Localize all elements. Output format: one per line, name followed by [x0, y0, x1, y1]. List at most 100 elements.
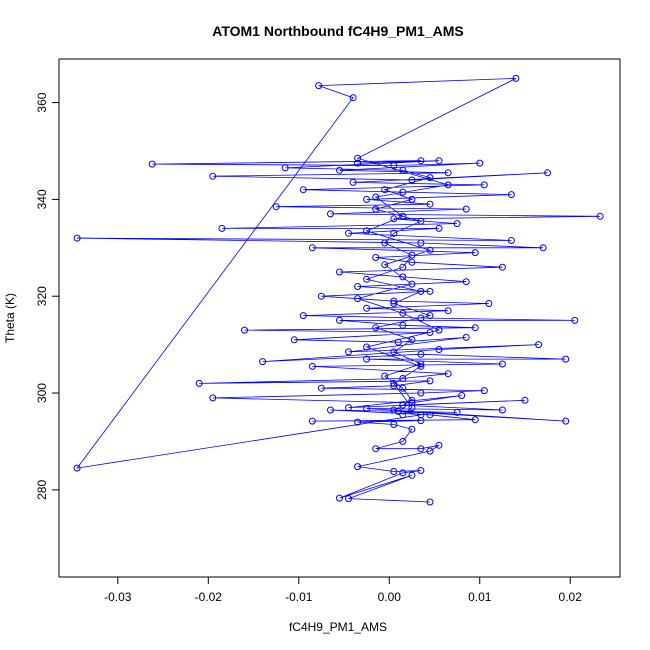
x-tick-label-5: 0.02 [559, 590, 583, 604]
data-point-71 [408, 258, 416, 266]
data-point-115 [408, 251, 416, 259]
data-point-117 [363, 275, 371, 283]
data-point-84 [596, 212, 604, 220]
data-point-36 [426, 377, 434, 385]
data-point-98 [444, 169, 452, 177]
data-point-57 [571, 316, 579, 324]
data-point-49 [462, 333, 470, 341]
y-axis-label: Theta (K) [3, 293, 17, 343]
data-point-4 [399, 469, 407, 477]
data-point-107 [399, 166, 407, 174]
data-point-92 [299, 186, 307, 194]
data-point-100 [476, 159, 484, 167]
data-point-111 [372, 205, 380, 213]
data-point-10 [417, 445, 425, 453]
data-point-15 [354, 418, 362, 426]
data-point-88 [426, 200, 434, 208]
data-point-25 [498, 406, 506, 414]
data-point-148 [408, 404, 416, 412]
data-point-44 [417, 350, 425, 358]
data-point-74 [308, 244, 316, 252]
data-point-11 [372, 445, 380, 453]
data-point-14 [390, 421, 398, 428]
y-axis: 280 300 320 340 360 [35, 92, 59, 500]
data-point-110 [408, 195, 416, 203]
data-point-112 [417, 217, 425, 225]
data-point-141 [408, 280, 416, 288]
data-point-114 [381, 239, 389, 247]
data-point-144 [435, 326, 443, 334]
x-tick-label-0: -0.03 [104, 590, 132, 604]
data-point-19 [426, 411, 434, 419]
data-point-121 [372, 324, 380, 332]
data-point-13 [408, 425, 416, 433]
data-point-50 [394, 338, 402, 346]
data-point-42 [363, 355, 371, 363]
data-point-65 [426, 287, 434, 295]
data-point-104 [354, 159, 362, 167]
data-point-139 [426, 246, 434, 254]
data-point-31 [209, 394, 217, 402]
data-point-33 [480, 387, 488, 395]
data-point-2 [408, 471, 416, 479]
data-point-140 [381, 261, 389, 269]
data-point-3 [336, 494, 343, 502]
data-point-67 [462, 278, 470, 286]
data-point-41 [498, 360, 506, 368]
data-point-51 [290, 336, 298, 344]
data-point-70 [498, 263, 506, 271]
data-point-136 [372, 193, 380, 201]
data-point-113 [390, 229, 398, 237]
data-point-58 [417, 314, 425, 322]
data-point-90 [507, 191, 515, 199]
data-point-35 [390, 382, 398, 390]
data-point-103 [417, 157, 425, 165]
data-point-59 [299, 312, 307, 320]
data-point-109 [381, 186, 389, 194]
data-point-32 [417, 389, 425, 397]
data-point-85 [327, 210, 334, 218]
data-point-66 [354, 283, 362, 290]
data-point-76 [417, 239, 425, 247]
data-point-137 [399, 212, 407, 220]
data-point-46 [435, 346, 443, 353]
data-point-45 [259, 358, 267, 366]
data-point-8 [426, 447, 434, 455]
data-point-7 [354, 463, 362, 471]
data-point-18 [471, 416, 479, 424]
data-point-79 [345, 229, 352, 237]
y-tick-label-3: 340 [35, 189, 49, 209]
data-point-127 [408, 396, 416, 404]
data-point-5 [417, 467, 425, 474]
data-point-61 [363, 304, 371, 312]
data-point-12 [399, 437, 407, 445]
x-tick-label-3: 0.00 [378, 590, 402, 604]
data-point-20 [327, 406, 334, 414]
data-point-108 [426, 174, 434, 182]
data-point-133 [512, 74, 520, 82]
data-point-143 [399, 309, 407, 317]
data-point-80 [435, 224, 443, 232]
data-point-94 [349, 178, 357, 186]
data-point-75 [539, 244, 547, 252]
data-point-56 [336, 316, 343, 324]
data-point-126 [399, 384, 407, 392]
data-point-81 [218, 224, 226, 232]
data-point-1 [345, 495, 352, 503]
y-tick-label-1: 300 [35, 383, 49, 403]
data-point-68 [399, 273, 407, 281]
data-point-26 [399, 401, 407, 409]
data-point-120 [426, 312, 434, 320]
data-point-28 [345, 404, 352, 412]
series-line [76, 78, 601, 503]
data-point-72 [372, 254, 380, 261]
data-point-83 [390, 215, 398, 223]
data-point-63 [390, 297, 398, 305]
data-point-64 [317, 292, 325, 300]
data-point-73 [471, 249, 479, 257]
data-point-145 [363, 343, 371, 351]
y-tick-label-2: 320 [35, 286, 49, 306]
data-point-93 [480, 181, 488, 189]
x-tick-label-2: -0.01 [285, 590, 313, 604]
